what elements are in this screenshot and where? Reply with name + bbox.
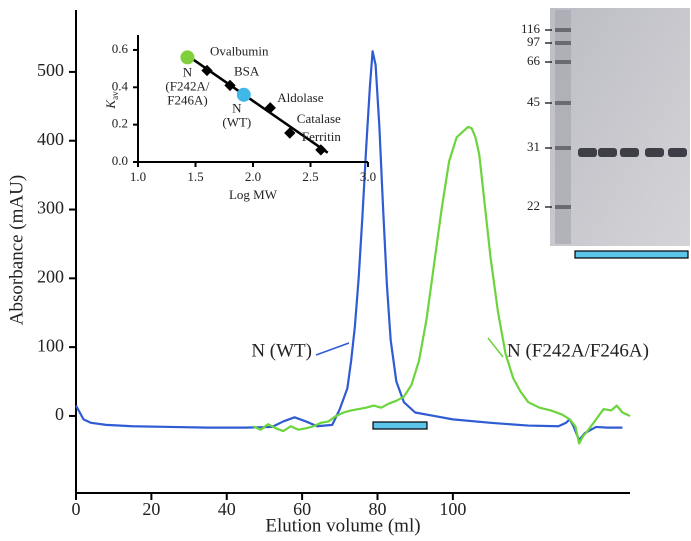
marker-label: 97 [527,34,541,49]
y-tick-label: 0.4 [112,78,129,93]
marker-label: 66 [527,53,541,68]
x-tick-label: 2.5 [302,169,318,184]
sample-label: (WT) [222,115,251,130]
y-axis-label-main: K [103,99,118,110]
standard-label: Ferritin [302,129,341,144]
x-axis-label: Log MW [229,187,278,202]
marker-band [555,146,571,150]
y-tick-label: 300 [37,198,64,218]
sample-label: F246A) [167,92,207,107]
y-tick-label: 200 [37,266,64,286]
standard-point [315,144,327,156]
marker-lane [555,10,571,244]
y-tick-label: 100 [37,335,64,355]
x-tick-label: 1.0 [130,169,146,184]
x-tick-label: 2.0 [245,169,261,184]
fraction-bar [372,421,428,430]
marker-band [555,205,571,209]
marker-label: 22 [527,198,540,213]
standard-point [284,127,296,139]
marker-label: 116 [521,21,541,36]
x-tick-label: 3.0 [360,169,376,184]
sample-label: (F242A/ [165,78,209,93]
x-axis-label: Elution volume (ml) [265,515,420,536]
y-tick-label: 0 [55,404,64,424]
protein-band [578,148,597,157]
marker-band [555,101,571,105]
protein-band [620,148,639,157]
x-tick-label: 40 [218,499,236,519]
sample-point [236,87,251,102]
leader-line [487,337,504,358]
standard-label: BSA [234,63,260,78]
x-tick-label: 20 [142,499,160,519]
standard-label: Catalase [297,111,341,126]
x-tick-label: 80 [368,499,386,519]
marker-band [555,41,571,45]
y-axis-label-sub: av [110,91,120,100]
marker-label: 31 [527,139,540,154]
protein-band [645,148,664,157]
y-tick-label: 0.0 [112,153,128,168]
y-tick-label: 500 [37,60,64,80]
series-label: N (F242A/F246A) [507,340,649,361]
standard-label: Ovalbumin [210,43,269,58]
x-tick-label: 0 [72,499,81,519]
series-line [75,50,623,442]
marker-band [555,60,571,64]
leader-line [315,342,350,356]
sample-label: N [232,101,242,116]
y-tick-label: 400 [37,129,64,149]
marker-band [555,28,571,32]
fraction-bar [574,250,689,259]
y-axis-label: Kav [103,91,120,110]
y-tick-label: 0.6 [112,41,129,56]
protein-band [598,148,617,157]
x-tick-label: 100 [439,499,466,519]
y-tick-label: 0.2 [112,116,128,131]
sample-label: N [183,64,193,79]
x-tick-label: 60 [293,499,311,519]
series-label: N (WT) [251,340,312,361]
series-line [252,125,631,445]
y-axis-label: Absorbance (mAU) [6,175,27,325]
marker-label: 45 [527,94,540,109]
protein-band [668,148,687,157]
standard-label: Aldolase [277,90,323,105]
standard-point [264,102,276,114]
x-tick-label: 1.5 [187,169,203,184]
sample-point [180,50,195,65]
gel-image [550,8,690,246]
